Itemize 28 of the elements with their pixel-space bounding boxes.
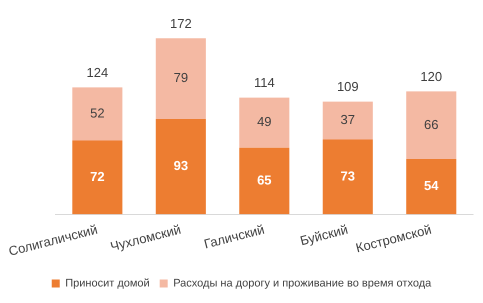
- data-label: 72: [90, 168, 105, 184]
- bar: [156, 38, 206, 120]
- total-label: 109: [336, 79, 359, 94]
- data-label: 37: [340, 112, 356, 128]
- x-tick-label: Буйский: [298, 222, 350, 248]
- data-label: 65: [257, 172, 272, 188]
- total-label: 120: [420, 69, 442, 84]
- bar: [239, 148, 290, 214]
- legend-label: Расходы на дорогу и проживание во время отхода: [173, 278, 432, 290]
- bar: [322, 140, 373, 214]
- bar: [72, 140, 122, 214]
- data-label: 79: [174, 70, 188, 86]
- bar: [239, 98, 290, 148]
- total-label: 114: [254, 75, 275, 90]
- bar: [406, 158, 456, 214]
- data-label: 54: [424, 178, 440, 194]
- total-label: 172: [170, 16, 192, 31]
- bar: [322, 102, 373, 140]
- bar: [156, 119, 206, 214]
- data-label: 49: [257, 114, 272, 130]
- data-label: 73: [340, 168, 356, 184]
- bar: [406, 91, 456, 159]
- data-label: 66: [424, 116, 438, 132]
- data-label: 52: [90, 106, 105, 121]
- legend-label: Приносит домой: [65, 278, 150, 290]
- total-label: 124: [86, 64, 108, 80]
- data-label: 93: [174, 158, 188, 174]
- bar: [72, 87, 122, 141]
